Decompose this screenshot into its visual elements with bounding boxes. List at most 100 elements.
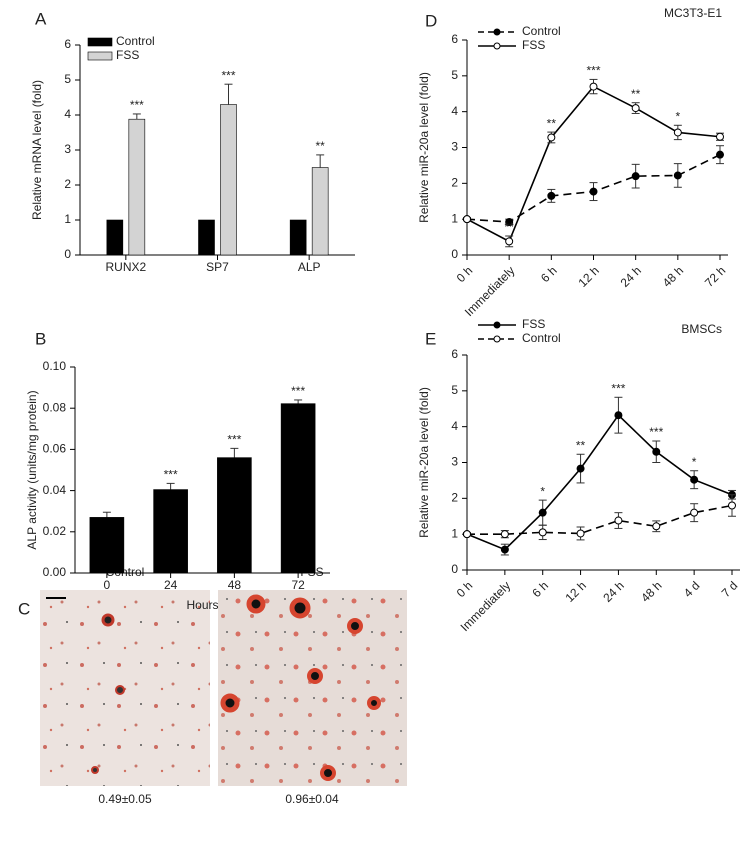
x-tick-label: 24 (164, 578, 178, 592)
bar (217, 457, 252, 574)
marker (690, 508, 699, 517)
legend-label: Control (522, 331, 561, 345)
y-axis-label: Relative miR-20a level (fold) (417, 72, 431, 223)
y-tick-label: 6 (451, 32, 458, 46)
legend-label: FSS (522, 38, 545, 52)
y-axis-label: Relative miR-20a level (fold) (417, 387, 431, 538)
legend-marker (493, 335, 501, 343)
marker (463, 215, 471, 224)
y-tick-label: 2 (64, 177, 71, 191)
x-tick-label: 0 (104, 578, 111, 592)
marker (673, 128, 682, 137)
y-tick-label: 0.10 (43, 359, 67, 373)
x-tick-label: SP7 (206, 260, 229, 274)
x-tick-label: 48 h (638, 578, 664, 604)
x-tick-label: RUNX2 (105, 260, 146, 274)
legend-label: FSS (116, 48, 139, 62)
bar (89, 517, 125, 574)
y-tick-label: 6 (64, 37, 71, 51)
y-tick-label: 0 (451, 247, 458, 261)
y-tick-label: 3 (451, 455, 458, 469)
significance: * (540, 484, 545, 498)
chart-title: BMSCs (681, 322, 722, 336)
x-tick-label: 6 h (529, 578, 551, 600)
x-tick-label: 7 d (719, 578, 741, 600)
marker (547, 191, 556, 200)
image-spots (46, 594, 381, 781)
marker (631, 104, 640, 113)
bar (280, 403, 316, 574)
marker (589, 187, 598, 196)
bar (311, 167, 329, 256)
significance: *** (164, 468, 178, 482)
significance: *** (649, 425, 663, 439)
x-tick-label: 48 h (660, 263, 686, 289)
y-tick-label: 0.08 (43, 400, 67, 414)
y-tick-label: 5 (64, 72, 71, 86)
marker (576, 529, 585, 538)
marker (614, 411, 623, 420)
marker (673, 171, 682, 180)
x-axis-label: Hours (186, 598, 218, 612)
y-tick-label: 1 (451, 211, 458, 225)
significance: ** (547, 116, 557, 130)
panel-label: C (18, 599, 30, 618)
marker (614, 516, 623, 525)
x-tick-label: ALP (298, 260, 321, 274)
legend-label: Control (116, 34, 155, 48)
y-tick-label: 0.06 (43, 442, 67, 456)
significance: ** (576, 438, 586, 452)
y-tick-label: 4 (451, 104, 458, 118)
panel-label: B (35, 329, 46, 348)
panel-label: A (35, 9, 47, 28)
y-tick-label: 3 (451, 140, 458, 154)
legend-marker (493, 321, 501, 329)
significance: *** (130, 98, 144, 112)
y-axis-label: Relative mRNA level (fold) (30, 80, 44, 220)
series-line (466, 413, 733, 551)
marker (538, 528, 547, 537)
x-tick-label: 12 h (563, 578, 589, 604)
x-tick-label: 6 h (538, 263, 560, 285)
significance: ** (631, 87, 641, 101)
bar (153, 489, 188, 574)
y-tick-label: 3 (64, 142, 71, 156)
marker (538, 508, 547, 517)
legend-label: FSS (522, 317, 545, 331)
marker (463, 530, 471, 539)
y-tick-label: 0.04 (43, 483, 67, 497)
panel-label: E (425, 329, 436, 348)
stain-image (218, 590, 407, 786)
y-tick-label: 0.00 (43, 565, 67, 579)
marker (716, 132, 724, 141)
bar (220, 104, 237, 256)
marker (716, 150, 724, 159)
significance: ** (504, 220, 514, 234)
bar (128, 118, 146, 256)
x-tick-label: 72 (291, 578, 305, 592)
legend-marker (493, 28, 501, 36)
marker (652, 522, 661, 531)
marker (505, 218, 514, 227)
marker (500, 545, 509, 554)
y-tick-label: 6 (451, 347, 458, 361)
x-tick-label: 24 h (618, 263, 644, 289)
significance: *** (227, 433, 241, 447)
bar (106, 219, 124, 256)
y-tick-label: 4 (451, 419, 458, 433)
marker (690, 475, 699, 484)
image-caption: 0.96±0.04 (285, 792, 339, 806)
marker (547, 133, 556, 142)
x-tick-label: 24 h (600, 578, 626, 604)
stain-image (40, 590, 210, 786)
y-tick-label: 5 (451, 383, 458, 397)
x-tick-label: 4 d (681, 578, 703, 600)
marker (728, 501, 736, 510)
significance: ** (315, 139, 325, 153)
significance: *** (586, 64, 600, 78)
y-tick-label: 2 (451, 176, 458, 190)
y-tick-label: 4 (64, 107, 71, 121)
x-tick-label: 72 h (702, 263, 728, 289)
y-tick-label: 0.02 (43, 524, 67, 538)
